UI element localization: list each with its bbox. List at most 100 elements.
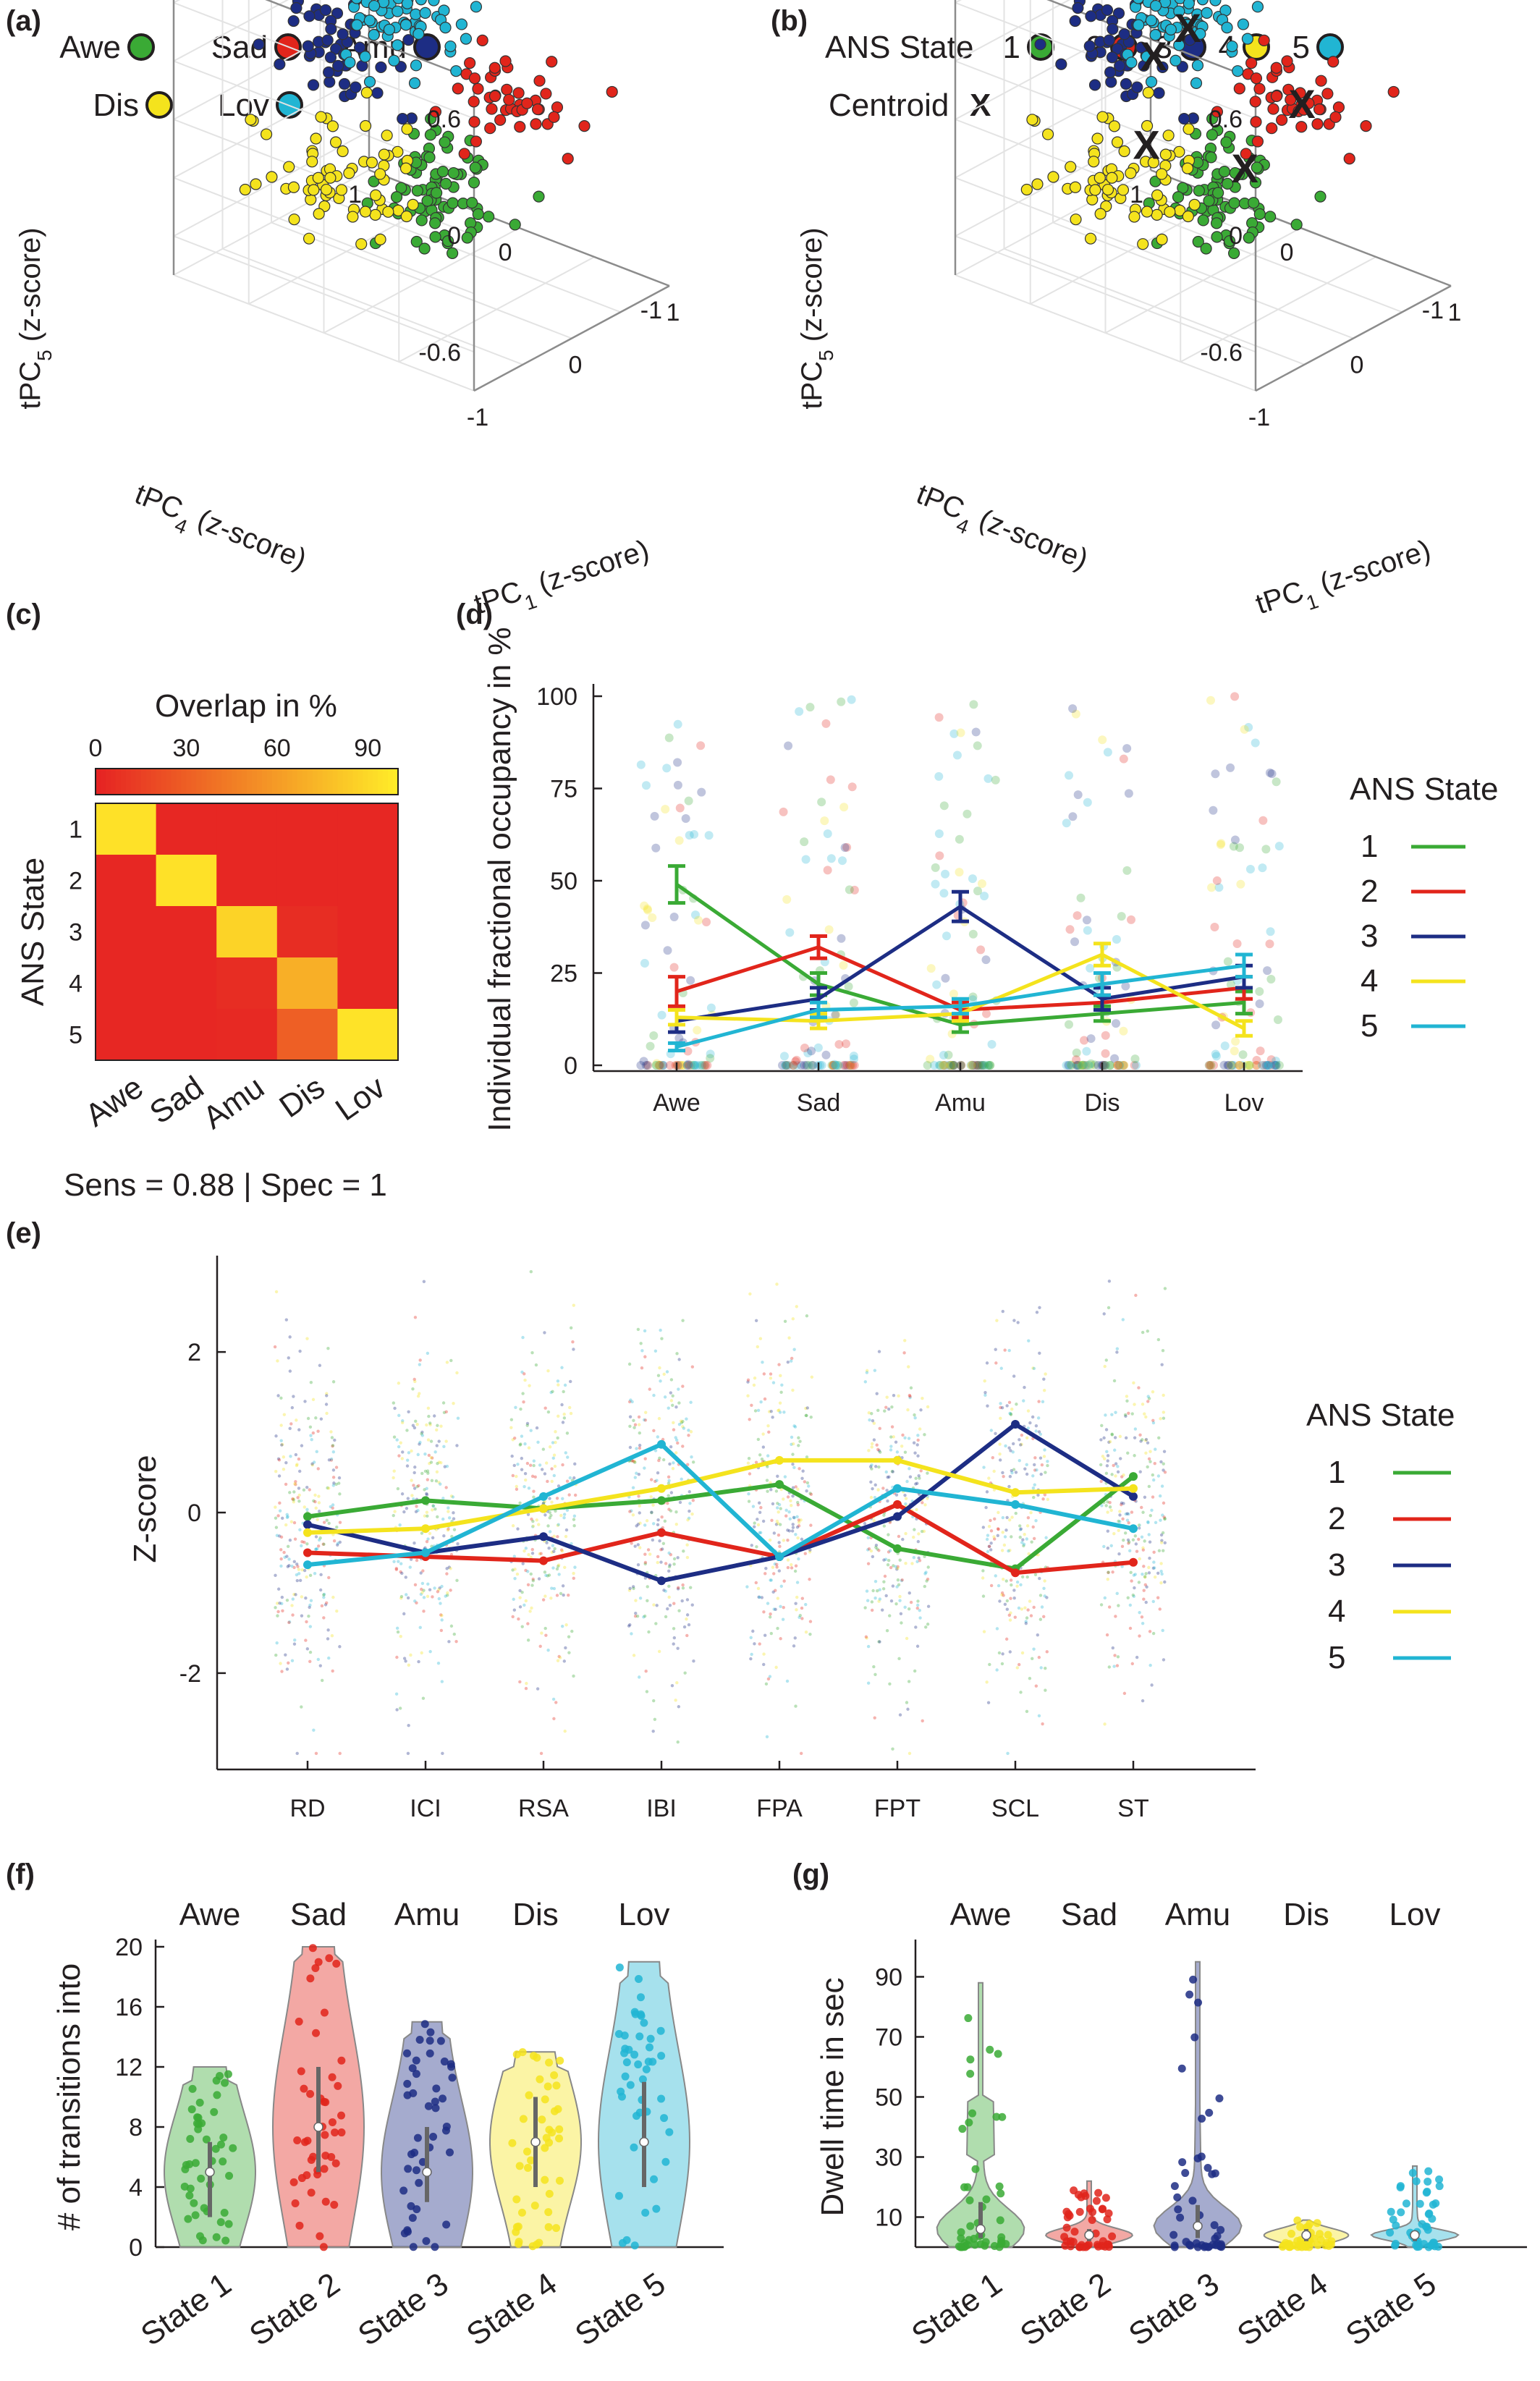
jitter-point xyxy=(778,1061,787,1070)
jitter-point xyxy=(286,1515,289,1518)
violin-point xyxy=(337,2111,346,2120)
violin-point xyxy=(1108,2232,1117,2241)
jitter-point xyxy=(694,915,703,925)
jitter-point xyxy=(866,1536,870,1540)
jitter-point xyxy=(894,1493,899,1497)
jitter-point xyxy=(805,1406,810,1410)
series-point xyxy=(893,1512,902,1521)
jitter-point xyxy=(1008,1618,1012,1622)
jitter-point xyxy=(1162,1416,1166,1420)
jitter-point xyxy=(297,1572,301,1576)
jitter-point xyxy=(325,1394,329,1397)
jitter-point xyxy=(673,758,682,767)
jitter-point xyxy=(916,1599,920,1603)
jitter-point xyxy=(572,1514,577,1518)
series-point xyxy=(421,1524,430,1534)
colorbar-tick: 0 xyxy=(89,735,103,762)
jitter-point xyxy=(663,1395,667,1399)
jitter-point xyxy=(283,1555,287,1559)
jitter-point xyxy=(291,1497,295,1501)
jitter-point xyxy=(295,1463,299,1468)
violin-point xyxy=(543,2082,552,2091)
jitter-point xyxy=(572,1674,575,1678)
jitter-point xyxy=(318,1588,323,1592)
violin-point xyxy=(1181,2169,1190,2178)
data-point xyxy=(439,136,451,148)
jitter-point xyxy=(768,1615,772,1619)
jitter-point xyxy=(657,1649,661,1654)
violin-point xyxy=(508,2139,517,2147)
jitter-point xyxy=(279,1396,283,1400)
jitter-point xyxy=(1019,1691,1023,1694)
jitter-point xyxy=(1020,1442,1023,1447)
jitter-point xyxy=(547,1573,551,1577)
jitter-point xyxy=(1038,1432,1043,1437)
violin-point xyxy=(320,2008,329,2017)
violin-point xyxy=(216,2218,225,2226)
jitter-point xyxy=(968,1060,977,1070)
jitter-point xyxy=(546,1648,550,1652)
jitter-point xyxy=(445,1361,449,1364)
jitter-point xyxy=(667,1595,671,1599)
violin-category-label: State 3 xyxy=(352,2266,454,2353)
data-point xyxy=(1117,184,1130,196)
violin-point xyxy=(1084,2241,1093,2249)
jitter-point xyxy=(796,1487,800,1491)
jitter-point xyxy=(890,1405,894,1409)
colorbar-segment xyxy=(145,769,152,795)
jitter-point xyxy=(667,1479,671,1483)
violin-point xyxy=(1088,2215,1096,2224)
violin-point xyxy=(422,2237,431,2246)
jitter-point xyxy=(880,1608,884,1612)
jitter-point xyxy=(876,1408,880,1413)
legend-label: 5 xyxy=(1361,1008,1378,1044)
jitter-point xyxy=(676,1646,680,1650)
jitter-point xyxy=(420,1591,424,1594)
jitter-point xyxy=(780,1383,784,1387)
jitter-point xyxy=(1027,1552,1031,1556)
panel-a-points xyxy=(239,0,618,260)
jitter-point xyxy=(931,863,940,872)
jitter-point xyxy=(1062,1061,1071,1070)
jitter-point xyxy=(438,1586,441,1590)
jitter-point xyxy=(905,1701,909,1704)
jitter-point xyxy=(331,1484,336,1487)
jitter-point xyxy=(632,1426,636,1429)
series-point xyxy=(1129,1557,1138,1567)
jitter-point xyxy=(919,1408,923,1412)
jitter-point xyxy=(1025,1709,1029,1714)
jitter-point xyxy=(536,1687,540,1691)
data-point xyxy=(1315,75,1327,87)
jitter-point xyxy=(431,1508,434,1512)
violin-point xyxy=(550,2071,559,2079)
jitter-point xyxy=(440,1614,444,1617)
violin-point xyxy=(403,2079,412,2088)
jitter-point xyxy=(655,1061,664,1070)
jitter-point xyxy=(643,1457,647,1460)
jitter-point xyxy=(849,1052,858,1061)
jitter-point xyxy=(1066,1060,1075,1070)
jitter-point xyxy=(935,1061,944,1070)
jitter-point xyxy=(796,1500,800,1505)
jitter-point xyxy=(1161,1531,1165,1535)
jitter-point xyxy=(410,1449,413,1453)
jitter-point xyxy=(1257,1061,1266,1070)
jitter-point xyxy=(758,1510,762,1515)
jitter-point xyxy=(999,1402,1002,1405)
jitter-point xyxy=(1159,1569,1163,1573)
jitter-point xyxy=(405,1458,410,1462)
jitter-point xyxy=(888,1549,892,1552)
jitter-point xyxy=(1011,1442,1015,1446)
jitter-point xyxy=(291,1597,295,1601)
jitter-point xyxy=(672,1602,676,1605)
jitter-point xyxy=(643,1418,648,1422)
jitter-point xyxy=(392,1513,395,1518)
jitter-point xyxy=(1108,1505,1112,1509)
violin-point xyxy=(970,2241,979,2249)
jitter-point xyxy=(978,1061,987,1070)
data-point xyxy=(1249,177,1262,189)
jitter-point xyxy=(636,1562,640,1567)
data-point xyxy=(1232,65,1244,77)
jitter-point xyxy=(646,1585,649,1589)
jitter-point xyxy=(1029,1511,1033,1515)
